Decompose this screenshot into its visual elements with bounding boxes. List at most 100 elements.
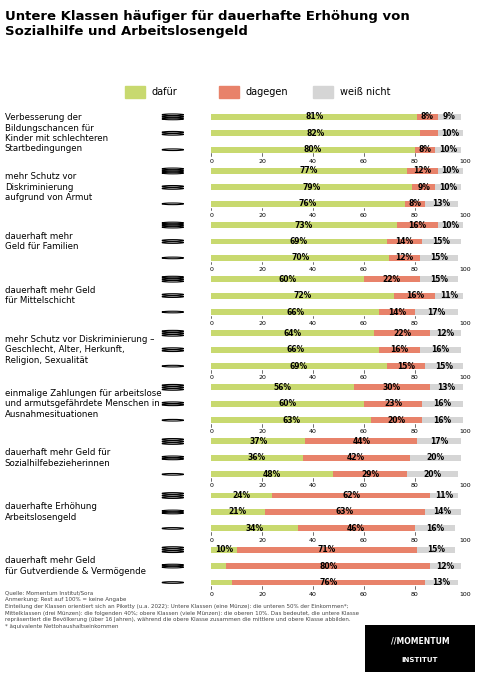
Text: 100: 100 (460, 321, 471, 326)
Text: 0: 0 (209, 483, 213, 488)
Bar (211, 238, 387, 244)
Bar (435, 147, 460, 153)
Text: 22%: 22% (393, 329, 411, 337)
Text: 20: 20 (258, 538, 266, 543)
Bar (227, 563, 430, 569)
Text: 15%: 15% (397, 362, 415, 371)
Text: 13%: 13% (432, 578, 451, 587)
Text: 13%: 13% (437, 383, 456, 392)
Bar (125, 86, 145, 98)
Text: 0: 0 (209, 267, 213, 272)
Text: 16%: 16% (408, 221, 426, 230)
Text: 63%: 63% (336, 507, 354, 517)
Text: 40: 40 (309, 538, 317, 543)
Text: 15%: 15% (432, 237, 450, 246)
Text: 40: 40 (309, 429, 317, 435)
Text: 10%: 10% (441, 166, 459, 175)
Text: 20%: 20% (426, 454, 444, 462)
Bar (211, 222, 397, 228)
Text: 12%: 12% (396, 253, 414, 262)
Text: 0: 0 (209, 321, 213, 326)
Text: dauerhaft mehr Geld
für Gutverdiende & Vermögende: dauerhaft mehr Geld für Gutverdiende & V… (5, 556, 146, 576)
Text: 80%: 80% (304, 145, 322, 154)
Text: 60: 60 (360, 213, 368, 218)
Text: 60: 60 (360, 321, 368, 326)
Bar (415, 147, 435, 153)
Bar (305, 439, 417, 444)
Text: 37%: 37% (249, 437, 267, 446)
Text: 80: 80 (411, 375, 419, 380)
Text: 80: 80 (411, 429, 419, 435)
Text: 66%: 66% (286, 308, 304, 316)
Text: 14%: 14% (433, 507, 452, 517)
Bar (438, 168, 463, 174)
Text: 71%: 71% (318, 545, 336, 554)
Text: 81%: 81% (305, 112, 324, 122)
Text: 0: 0 (209, 375, 213, 380)
Bar (417, 439, 460, 444)
Text: 40: 40 (309, 213, 317, 218)
Text: 40: 40 (309, 483, 317, 488)
Text: 15%: 15% (427, 545, 445, 554)
Bar (387, 363, 425, 369)
Text: 70%: 70% (291, 253, 310, 262)
Text: 20: 20 (258, 375, 266, 380)
Text: 16%: 16% (406, 291, 424, 300)
Text: 20: 20 (258, 591, 266, 597)
Text: 64%: 64% (284, 329, 301, 337)
Bar (374, 330, 430, 336)
Text: 20: 20 (258, 483, 266, 488)
Bar (425, 580, 458, 585)
Bar (422, 401, 463, 407)
Bar (211, 114, 417, 120)
Text: 60: 60 (360, 483, 368, 488)
Bar (435, 293, 463, 299)
Bar (219, 86, 239, 98)
Bar (430, 330, 460, 336)
Bar (211, 563, 227, 569)
Bar (415, 309, 458, 315)
Text: 40: 40 (309, 159, 317, 164)
Text: 60: 60 (360, 591, 368, 597)
Text: 20: 20 (258, 213, 266, 218)
Bar (211, 347, 379, 352)
Text: 60%: 60% (278, 274, 297, 284)
Text: 16%: 16% (431, 345, 449, 354)
Bar (422, 418, 463, 423)
Text: mehr Schutz vor
Diskriminierung
aufgrund von Armut: mehr Schutz vor Diskriminierung aufgrund… (5, 172, 92, 202)
Bar (231, 580, 425, 585)
Text: einmalige Zahlungen für arbeitslose
und armutsgefährdete Menschen in
Ausnahmesit: einmalige Zahlungen für arbeitslose und … (5, 389, 161, 419)
Text: 0: 0 (209, 213, 213, 218)
Text: weiß nicht: weiß nicht (340, 87, 390, 96)
Text: 77%: 77% (300, 166, 318, 175)
Text: 62%: 62% (342, 491, 360, 500)
Text: 20: 20 (258, 267, 266, 272)
Text: 76%: 76% (299, 200, 317, 208)
Text: 8%: 8% (419, 145, 432, 154)
Text: 17%: 17% (430, 437, 448, 446)
Bar (211, 168, 407, 174)
Text: 100: 100 (460, 538, 471, 543)
Bar (298, 526, 415, 532)
Bar (237, 547, 417, 553)
Bar (211, 526, 298, 532)
Text: 46%: 46% (347, 524, 365, 533)
Text: dauerhaft mehr
Geld für Familien: dauerhaft mehr Geld für Familien (5, 232, 78, 251)
Text: mehr Schutz vor Diskriminierung –
Geschlecht, Alter, Herkunft,
Religion, Sexuali: mehr Schutz vor Diskriminierung – Geschl… (5, 335, 154, 365)
Text: 24%: 24% (233, 491, 251, 500)
Text: 0: 0 (209, 538, 213, 543)
Bar (407, 168, 438, 174)
Text: 21%: 21% (229, 507, 247, 517)
Text: 80: 80 (411, 321, 419, 326)
Bar (397, 222, 438, 228)
Text: 82%: 82% (306, 129, 324, 138)
Bar (389, 255, 420, 261)
Text: 48%: 48% (263, 470, 281, 479)
Bar (405, 201, 425, 207)
Bar (409, 455, 460, 461)
Bar (211, 330, 374, 336)
Text: 80: 80 (411, 591, 419, 597)
Text: 8%: 8% (408, 200, 421, 208)
Bar (211, 293, 395, 299)
Text: 12%: 12% (436, 562, 454, 570)
